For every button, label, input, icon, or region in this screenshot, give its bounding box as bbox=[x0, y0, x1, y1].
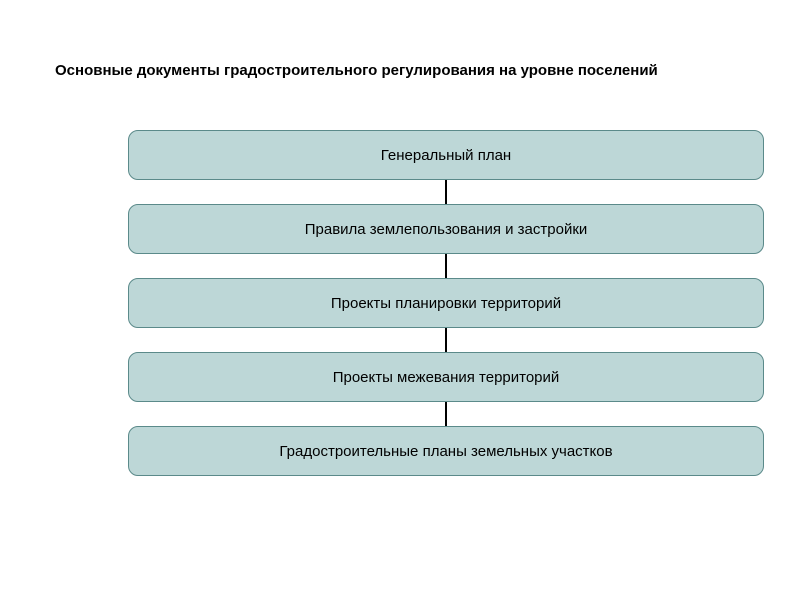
flowchart-connector bbox=[445, 180, 447, 204]
node-label: Правила землепользования и застройки bbox=[305, 221, 588, 238]
flowchart-connector bbox=[445, 402, 447, 426]
flowchart-connector bbox=[445, 254, 447, 278]
flowchart-node: Генеральный план bbox=[128, 130, 764, 180]
node-label: Генеральный план bbox=[381, 147, 511, 164]
flowchart-node: Правила землепользования и застройки bbox=[128, 204, 764, 254]
node-label: Проекты межевания территорий bbox=[333, 369, 560, 386]
node-label: Проекты планировки территорий bbox=[331, 295, 561, 312]
diagram-title: Основные документы градостроительного ре… bbox=[55, 60, 740, 81]
node-label: Градостроительные планы земельных участк… bbox=[279, 443, 612, 460]
flowchart-node: Проекты межевания территорий bbox=[128, 352, 764, 402]
flowchart-node: Проекты планировки территорий bbox=[128, 278, 764, 328]
flowchart-connector bbox=[445, 328, 447, 352]
flowchart-container: Генеральный план Правила землепользовани… bbox=[128, 130, 764, 476]
flowchart-node: Градостроительные планы земельных участк… bbox=[128, 426, 764, 476]
